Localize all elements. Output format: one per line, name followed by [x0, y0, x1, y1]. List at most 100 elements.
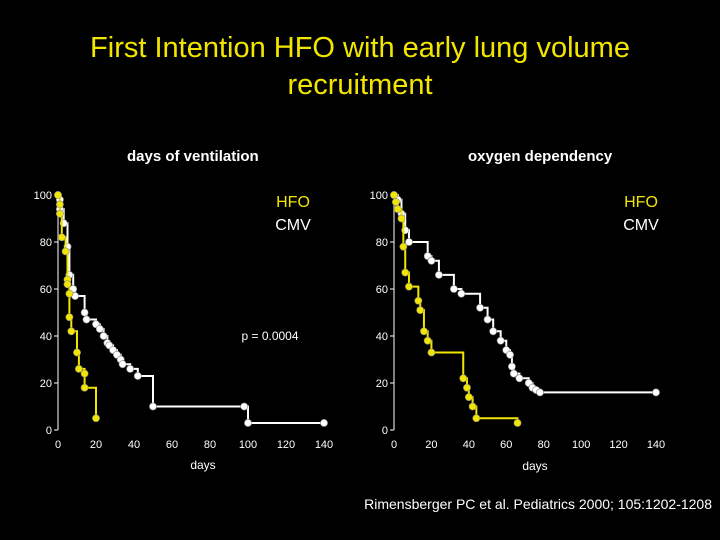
oxy-x-tick-label: 40 — [463, 439, 475, 451]
vent-cmv-point — [118, 360, 127, 369]
vent-cmv-point — [95, 325, 104, 333]
vent-hfo-point — [67, 327, 76, 336]
oxy-cmv-point — [405, 238, 413, 246]
oxy-hfo-point — [513, 419, 522, 427]
vent-y-tick-label: 100 — [34, 190, 52, 202]
chart-title-oxygen: oxygen dependency — [468, 148, 613, 165]
oxy-legend-cmv: CMV — [623, 217, 659, 234]
oxy-x-tick-label: 80 — [538, 439, 550, 451]
slide-title: First Intention HFO with early lung volu… — [90, 32, 630, 101]
vent-x-tick-label: 20 — [90, 439, 102, 451]
oxy-x-tick-label: 140 — [647, 439, 665, 451]
oxy-cmv-point — [507, 362, 516, 371]
vent-legend-hfo: HFO — [276, 194, 310, 211]
vent-cmv-point — [320, 419, 328, 427]
vent-hfo-point — [63, 280, 72, 289]
vent-x-tick-label: 140 — [315, 439, 333, 451]
vent-hfo-point — [92, 414, 100, 423]
oxy-y-tick-label: 100 — [370, 190, 388, 202]
oxy-y-tick-label: 0 — [382, 425, 388, 437]
oxy-hfo-point — [416, 306, 425, 315]
oxy-hfo-point — [463, 383, 471, 392]
vent-y-tick-label: 20 — [40, 378, 52, 390]
oxy-hfo-point — [399, 242, 408, 251]
oxy-y-tick-label: 20 — [376, 378, 388, 390]
vent-x-tick-label: 80 — [204, 439, 216, 451]
oxy-hfo-point — [427, 348, 436, 357]
oxy-y-tick-label: 80 — [376, 237, 388, 249]
vent-x-tick-label: 120 — [277, 439, 295, 451]
oxy-hfo-point — [420, 327, 428, 336]
vent-x-tick-label: 60 — [166, 439, 178, 451]
oxy-x-tick-label: 0 — [391, 439, 397, 451]
oxy-hfo-point — [405, 282, 413, 291]
oxy-legend-hfo: HFO — [624, 194, 658, 211]
vent-cmv-point — [99, 332, 108, 340]
vent-hfo-point — [65, 313, 74, 322]
oxy-cmv-point — [476, 303, 484, 312]
vent-hfo-point — [80, 369, 89, 378]
vent-cmv-point — [126, 364, 135, 373]
oxy-hfo-point — [414, 296, 423, 305]
oxy-cmv-point — [515, 374, 524, 383]
vent-x-axis-label: days — [190, 458, 215, 472]
oxy-hfo-point — [423, 336, 432, 345]
vent-legend-cmv: CMV — [275, 217, 311, 234]
vent-y-tick-label: 60 — [40, 284, 52, 296]
vent-x-tick-label: 100 — [239, 439, 257, 451]
oxy-x-tick-label: 20 — [425, 439, 437, 451]
vent-hfo-point — [57, 233, 66, 242]
oxy-cmv-point — [506, 350, 514, 359]
vent-y-tick-label: 40 — [40, 331, 52, 343]
vent-y-tick-label: 80 — [40, 237, 52, 249]
oxy-hfo-point — [391, 198, 400, 206]
oxy-hfo-point — [468, 402, 477, 411]
vent-hfo-point — [56, 209, 64, 218]
citation: Rimensberger PC et al. Pediatrics 2000; … — [364, 496, 712, 512]
oxy-cmv-point — [536, 388, 544, 397]
oxy-cmv-point — [449, 285, 458, 293]
oxy-y-tick-label: 60 — [376, 284, 388, 296]
vent-hfo-point — [80, 383, 89, 392]
oxy-hfo-point — [390, 191, 398, 199]
oxy-y-tick-label: 40 — [376, 331, 388, 343]
oxy-cmv-point — [509, 369, 518, 378]
oxy-hfo-point — [401, 268, 410, 277]
vent-x-tick-label: 0 — [55, 439, 61, 451]
oxy-cmv-point — [457, 289, 466, 298]
oxy-cmv-point — [496, 336, 505, 345]
oxy-cmv-line — [394, 194, 656, 394]
vent-cmv-point — [133, 372, 142, 380]
oxy-cmv-point — [652, 388, 660, 397]
oxy-x-tick-label: 60 — [500, 439, 512, 451]
vent-p-value: p = 0.0004 — [241, 329, 298, 343]
oxy-x-axis-label: days — [522, 459, 547, 473]
oxy-hfo-point — [397, 214, 406, 223]
oxy-hfo-point — [393, 205, 402, 213]
vent-cmv-point — [149, 402, 157, 411]
vent-hfo-point — [65, 289, 74, 298]
vent-y-tick-label: 0 — [46, 425, 52, 437]
oxy-hfo-point — [459, 374, 468, 383]
vent-hfo-point — [75, 364, 83, 373]
vent-cmv-point — [80, 308, 89, 317]
vent-hfo-point — [73, 348, 81, 357]
vent-cmv-point — [240, 402, 249, 411]
oxy-cmv-point — [427, 256, 436, 265]
oxy-cmv-point — [483, 315, 492, 324]
vent-cmv-point — [82, 315, 91, 324]
oxy-x-tick-label: 100 — [572, 439, 590, 451]
oxy-cmv-point — [435, 270, 443, 279]
vent-hfo-point — [61, 247, 70, 256]
oxy-hfo-line — [394, 194, 519, 423]
oxy-hfo-point — [472, 414, 481, 423]
vent-cmv-point — [244, 419, 252, 427]
vent-hfo-point — [54, 191, 62, 199]
oxy-cmv-point — [489, 327, 498, 336]
vent-hfo-point — [56, 200, 64, 209]
chart-title-ventilation: days of ventilation — [127, 148, 259, 165]
oxy-x-tick-label: 120 — [609, 439, 627, 451]
vent-x-tick-label: 40 — [128, 439, 140, 451]
